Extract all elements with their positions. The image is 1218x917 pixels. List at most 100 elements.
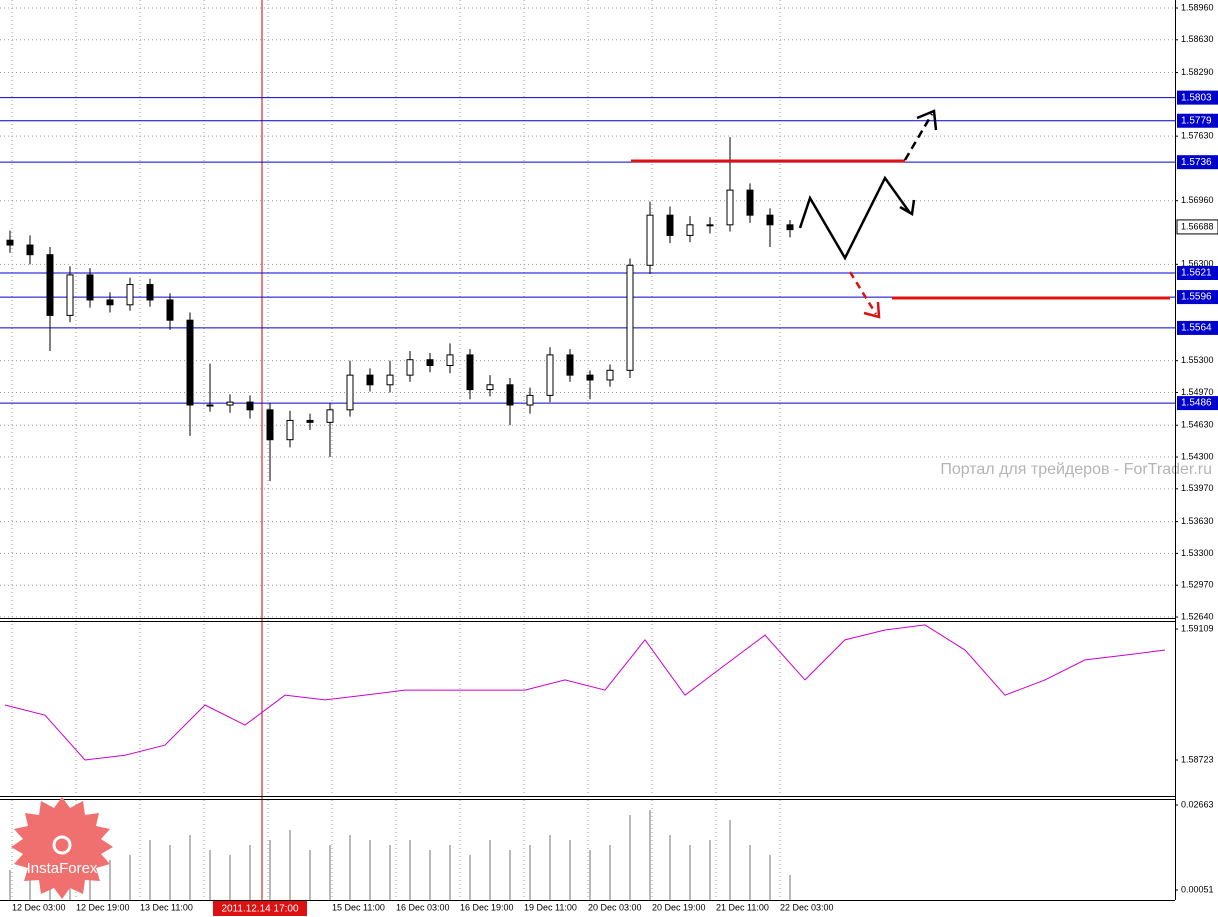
candle-body	[346, 374, 354, 411]
y-tick-label: 1.55300	[1181, 355, 1214, 365]
y-tick-label: 1.53630	[1181, 516, 1214, 526]
logo-icon	[52, 835, 72, 855]
pane-borders	[0, 0, 1176, 901]
candle-body	[666, 214, 674, 236]
logo-text: InstaForex	[27, 860, 98, 877]
candle-body	[66, 274, 74, 316]
candle-body	[646, 214, 654, 266]
indicator-line	[4, 624, 1166, 761]
y-tick-label: 1.58630	[1181, 34, 1214, 44]
candle-body	[786, 224, 794, 231]
y-tick-label: 1.57630	[1181, 131, 1214, 141]
level-label-box	[1177, 320, 1218, 335]
logo-badge	[11, 797, 113, 899]
candle-body	[266, 409, 274, 441]
level-label: 1.5564	[1181, 323, 1212, 334]
level-label-box	[1177, 290, 1218, 305]
candle-body	[26, 244, 34, 256]
price-label-box	[1176, 219, 1218, 235]
level-label: 1.5779	[1181, 115, 1212, 126]
y-tick-label: 1.56960	[1181, 195, 1214, 205]
candle-body	[326, 409, 334, 423]
candle-body	[186, 319, 194, 406]
level-label-box	[1177, 155, 1218, 170]
y-tick-label: 1.58723	[1181, 754, 1214, 764]
candle-body	[566, 354, 574, 376]
candle-body	[86, 274, 94, 301]
forecast-down	[848, 271, 878, 315]
candle-body	[106, 299, 114, 306]
x-tick-label: 22 Dec 03:00	[780, 902, 834, 912]
candle-body	[246, 401, 254, 411]
level-label: 1.5621	[1181, 268, 1212, 279]
candle-body	[166, 299, 174, 321]
watermark: Портал для трейдеров - ForTrader.ru	[940, 461, 1212, 478]
y-tick-label: 1.53970	[1181, 483, 1214, 493]
candle-body	[586, 374, 594, 381]
y-tick-label: 1.52640	[1181, 611, 1214, 621]
level-label-box	[1177, 396, 1218, 411]
arrow-head	[916, 109, 938, 131]
candle-body	[126, 284, 134, 306]
y-tick-label: 0.02663	[1181, 799, 1214, 809]
cursor-label: 2011.12.14 17:00	[221, 904, 299, 915]
candle-body	[526, 394, 534, 406]
x-tick-label: 15 Dec 11:00	[332, 902, 385, 912]
candle-body	[686, 224, 694, 236]
x-tick-label: 12 Dec 03:00	[12, 902, 66, 912]
candle-body	[286, 419, 294, 441]
y-tick-label: 1.59109	[1181, 623, 1214, 633]
x-tick-label: 13 Dec 11:00	[140, 902, 193, 912]
candle-body	[766, 214, 774, 226]
y-tick-label: 1.53300	[1181, 548, 1214, 558]
arrow-head	[863, 301, 881, 319]
forecast-up	[903, 113, 934, 161]
candle-body	[366, 374, 374, 386]
x-tick-label: 16 Dec 19:00	[460, 902, 514, 912]
level-label-box	[1177, 90, 1218, 105]
x-tick-label: 12 Dec 19:00	[76, 902, 130, 912]
candle-body	[546, 354, 554, 396]
candle-body	[726, 189, 734, 226]
candle-body	[466, 354, 474, 391]
candle-body	[46, 254, 54, 316]
y-tick-label: 1.58960	[1181, 2, 1214, 12]
candle-body	[746, 189, 754, 216]
arrow-head	[899, 199, 916, 217]
y-tick-label: 1.54970	[1181, 387, 1214, 397]
price-label: 1.56688	[1181, 221, 1214, 231]
candle-body	[706, 224, 714, 227]
candle-body	[486, 384, 494, 391]
x-tick-label: 20 Dec 19:00	[652, 902, 706, 912]
y-tick-label: 0.00051	[1181, 884, 1214, 894]
level-label: 1.5486	[1181, 398, 1212, 409]
y-tick-label: 1.54300	[1181, 451, 1214, 461]
level-label: 1.5803	[1181, 92, 1212, 103]
cursor-label-box	[213, 901, 307, 916]
level-label: 1.5736	[1181, 157, 1212, 168]
forecast-path	[798, 175, 912, 261]
candle-body	[426, 359, 434, 366]
candle-body	[306, 419, 314, 423]
level-label-box	[1177, 113, 1218, 128]
x-tick-label: 21 Dec 11:00	[716, 902, 769, 912]
candle-body	[446, 354, 454, 366]
x-tick-label: 19 Dec 11:00	[524, 902, 577, 912]
candle-body	[506, 384, 514, 406]
candle-body	[626, 264, 634, 371]
y-tick-label: 1.56300	[1181, 259, 1214, 269]
y-tick-label: 1.52970	[1181, 580, 1214, 590]
candle-body	[146, 284, 154, 301]
y-tick-label: 1.54630	[1181, 420, 1214, 430]
labels: 1.58960 1.58630 1.58290 1.57630 1.56960 1.563…	[12, 2, 1218, 916]
candle-body	[386, 374, 394, 386]
candle-body	[606, 369, 614, 381]
level-label: 1.5596	[1181, 292, 1212, 303]
y-tick-label: 1.58290	[1181, 67, 1214, 77]
x-tick-label: 16 Dec 03:00	[396, 902, 450, 912]
candle-body	[406, 359, 414, 376]
candle-body	[226, 401, 234, 406]
candle-body	[6, 239, 14, 246]
